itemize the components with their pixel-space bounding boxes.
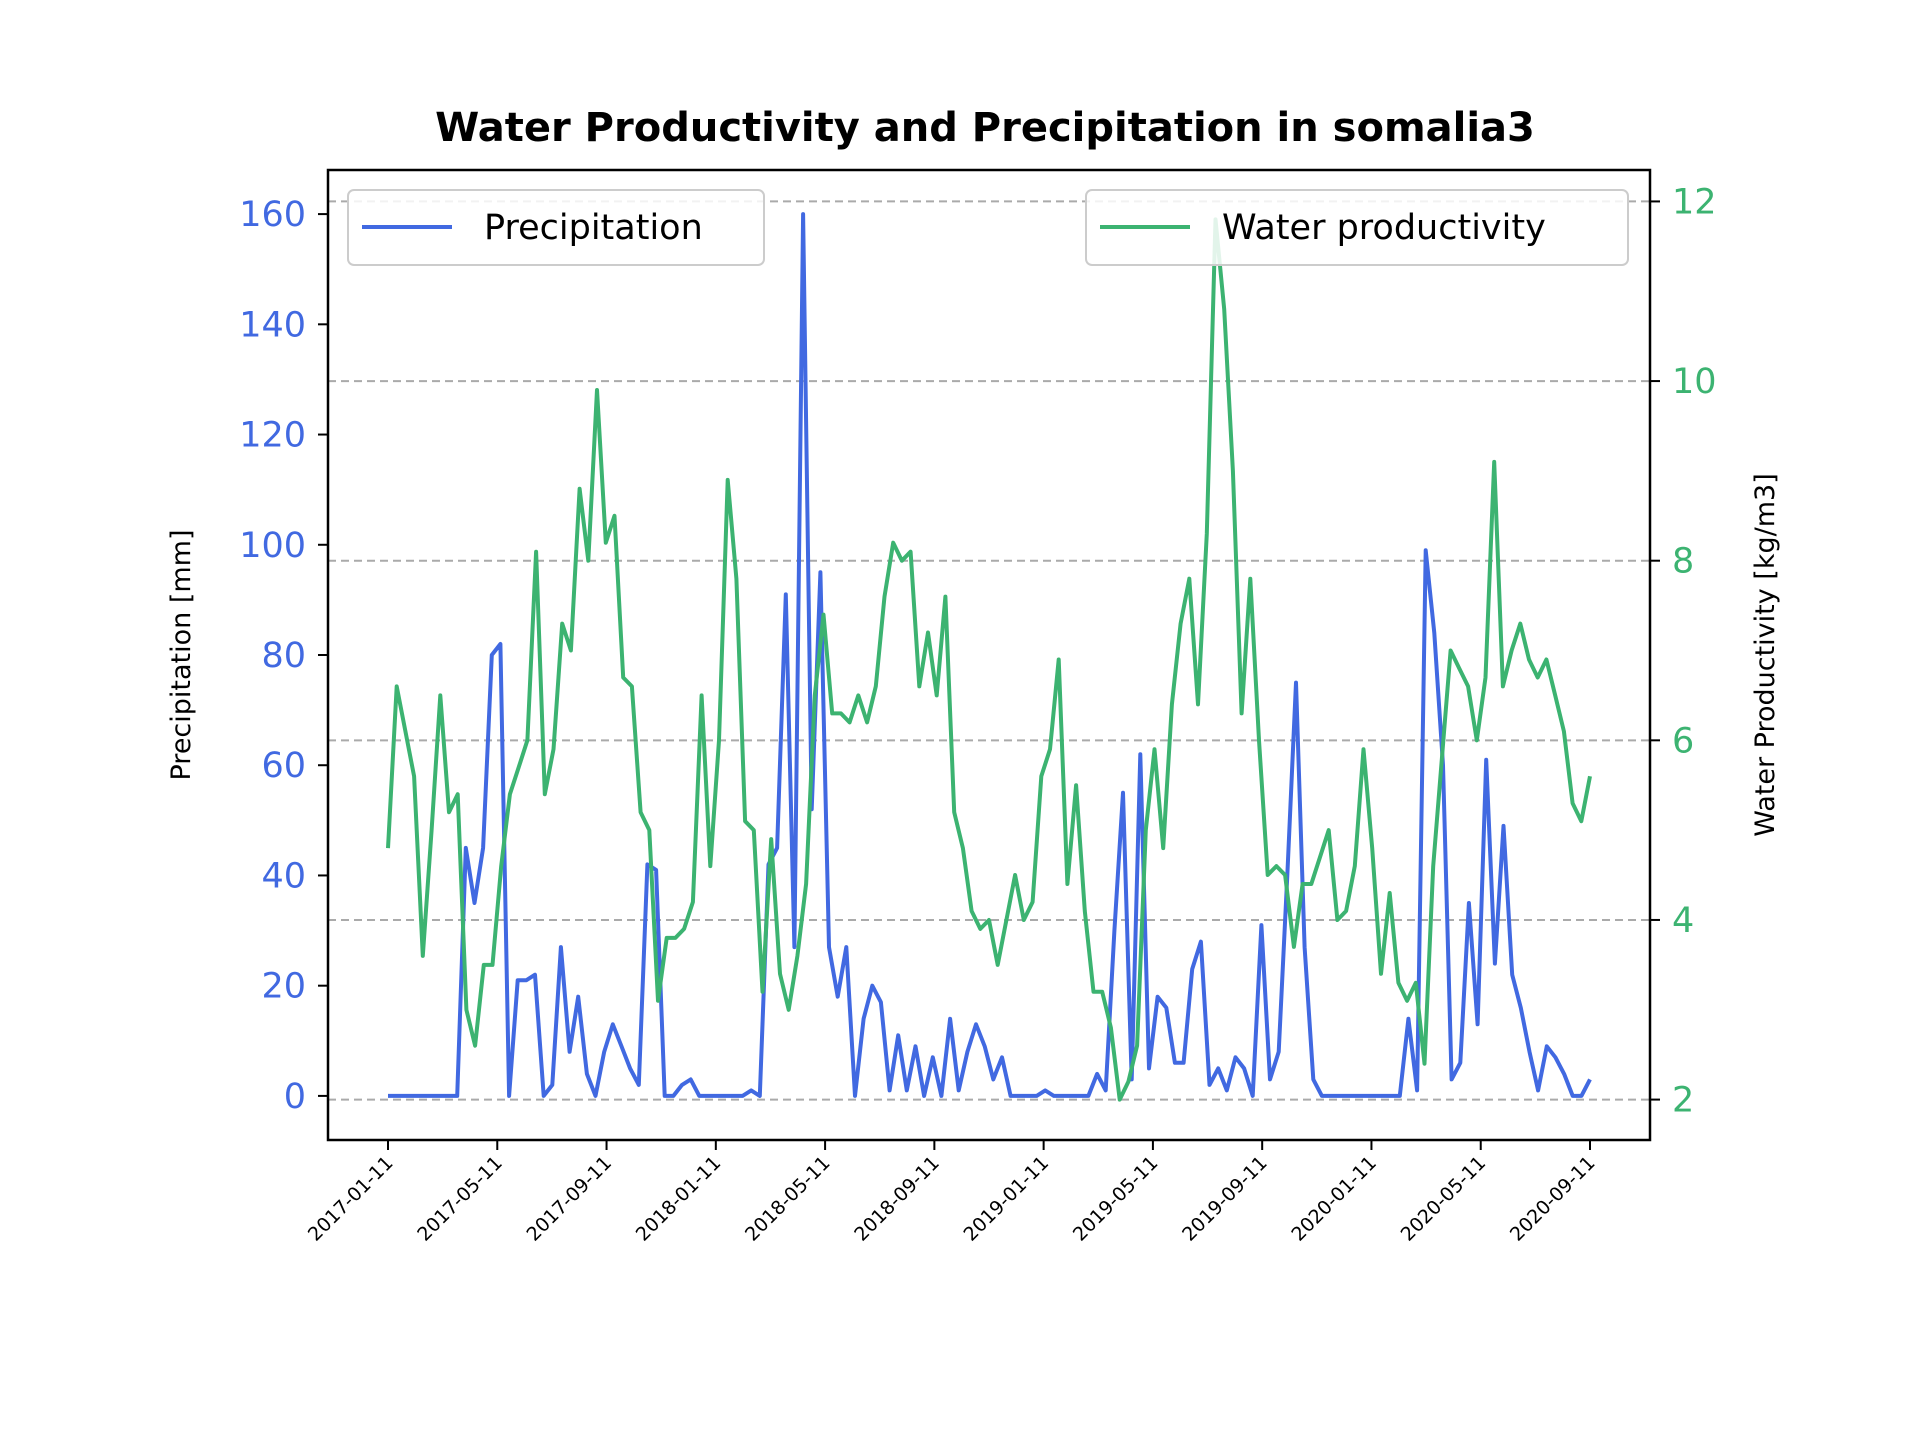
chart-title: Water Productivity and Precipitation in …: [435, 105, 1535, 151]
series-line-precipitation: [388, 212, 1592, 1098]
left-tick-label: 120: [239, 416, 306, 456]
x-tick-label: 2019-09-11: [1178, 1152, 1272, 1246]
series-lines: [386, 212, 1592, 1102]
x-tick-label: 2017-01-11: [304, 1152, 398, 1246]
left-tick-label: 100: [239, 526, 306, 566]
legend-water-productivity: Water productivity: [1085, 189, 1629, 266]
legend-label-water-productivity: Water productivity: [1222, 208, 1546, 248]
left-tick-label: 160: [239, 195, 306, 235]
right-tick-label: 6: [1672, 721, 1694, 761]
right-tick-label: 4: [1672, 901, 1694, 941]
x-tick-label: 2018-05-11: [741, 1152, 835, 1246]
x-tick-label: 2020-05-11: [1397, 1152, 1491, 1246]
legend-box-left: [347, 189, 765, 266]
right-tick-label: 12: [1672, 182, 1717, 222]
left-tick-label: 0: [284, 1077, 306, 1117]
x-tick-label: 2017-05-11: [413, 1152, 507, 1246]
right-y-axis: 2 4 6 8 10 12: [1650, 182, 1717, 1121]
left-tick-label: 140: [239, 305, 306, 345]
left-tick-label: 20: [261, 967, 306, 1007]
right-tick-label: 2: [1672, 1081, 1694, 1121]
legend-label-precipitation: Precipitation: [484, 208, 703, 248]
left-y-axis: 0 20 40 60 80 100 120 140 160: [239, 195, 328, 1117]
x-tick-label: 2018-09-11: [850, 1152, 944, 1246]
x-tick-label: 2020-01-11: [1287, 1152, 1381, 1246]
left-tick-label: 80: [261, 636, 306, 676]
x-tick-label: 2017-09-11: [522, 1152, 616, 1246]
left-tick-label: 60: [261, 746, 306, 786]
x-tick-label: 2018-01-11: [632, 1152, 726, 1246]
left-tick-label: 40: [261, 856, 306, 896]
series-line-water-productivity: [386, 217, 1592, 1102]
x-tick-label: 2019-01-11: [960, 1152, 1054, 1246]
legend-box-right: [1085, 189, 1629, 266]
y-axis-label-left: Precipitation [mm]: [166, 529, 197, 780]
legend-precipitation: Precipitation: [347, 189, 765, 266]
x-tick-label: 2019-05-11: [1069, 1152, 1163, 1246]
y-axis-label-right: Water Productivity [kg/m3]: [1750, 473, 1781, 836]
x-tick-label: 2020-09-11: [1506, 1152, 1600, 1246]
right-tick-label: 8: [1672, 542, 1694, 582]
x-axis: 2017-01-11 2017-05-11 2017-09-11 2018-01-11…: [304, 1140, 1600, 1246]
right-tick-label: 10: [1672, 362, 1717, 402]
